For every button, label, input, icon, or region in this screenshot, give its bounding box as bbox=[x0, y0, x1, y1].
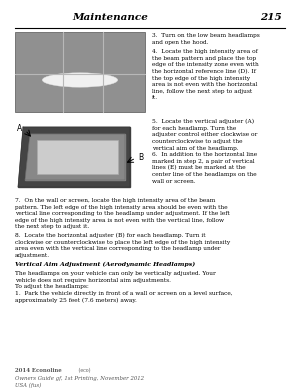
Text: The headlamps on your vehicle can only be vertically adjusted. Your
vehicle does: The headlamps on your vehicle can only b… bbox=[15, 271, 216, 282]
Text: USA (fus): USA (fus) bbox=[15, 383, 41, 388]
Polygon shape bbox=[18, 127, 130, 187]
Text: Vertical Aim Adjustment (Aerodynamic Headlamps): Vertical Aim Adjustment (Aerodynamic Hea… bbox=[15, 262, 195, 267]
Text: 2014 Econoline: 2014 Econoline bbox=[15, 368, 62, 373]
Text: 6.  In addition to the horizontal line
marked in step 2, a pair of vertical
line: 6. In addition to the horizontal line ma… bbox=[152, 152, 257, 184]
Ellipse shape bbox=[42, 73, 118, 87]
Text: A: A bbox=[17, 124, 22, 133]
Text: To adjust the headlamps:: To adjust the headlamps: bbox=[15, 284, 89, 289]
Text: 215: 215 bbox=[260, 13, 282, 22]
Text: B: B bbox=[138, 152, 143, 161]
Polygon shape bbox=[25, 134, 125, 180]
Text: 3.  Turn on the low beam headlamps
and open the hood.: 3. Turn on the low beam headlamps and op… bbox=[152, 33, 260, 45]
Text: 4.  Locate the high intensity area of
the beam pattern and place the top
edge of: 4. Locate the high intensity area of the… bbox=[152, 49, 259, 100]
Text: 5.  Locate the vertical adjuster (A)
for each headlamp. Turn the
adjuster contro: 5. Locate the vertical adjuster (A) for … bbox=[152, 119, 257, 151]
Text: Maintenance: Maintenance bbox=[72, 13, 148, 22]
Bar bbox=[15, 32, 145, 112]
Text: 8.  Locate the horizontal adjuster (B) for each headlamp. Turn it
clockwise or c: 8. Locate the horizontal adjuster (B) fo… bbox=[15, 233, 230, 258]
Text: 1.  Park the vehicle directly in front of a wall or screen on a level surface,
a: 1. Park the vehicle directly in front of… bbox=[15, 291, 232, 303]
Text: 7.  On the wall or screen, locate the high intensity area of the beam
pattern. T: 7. On the wall or screen, locate the hig… bbox=[15, 198, 230, 229]
Text: (eco): (eco) bbox=[77, 368, 91, 373]
Bar bbox=[37, 140, 118, 174]
Text: Owners Guide gf, 1st Printing, November 2012: Owners Guide gf, 1st Printing, November … bbox=[15, 376, 144, 381]
